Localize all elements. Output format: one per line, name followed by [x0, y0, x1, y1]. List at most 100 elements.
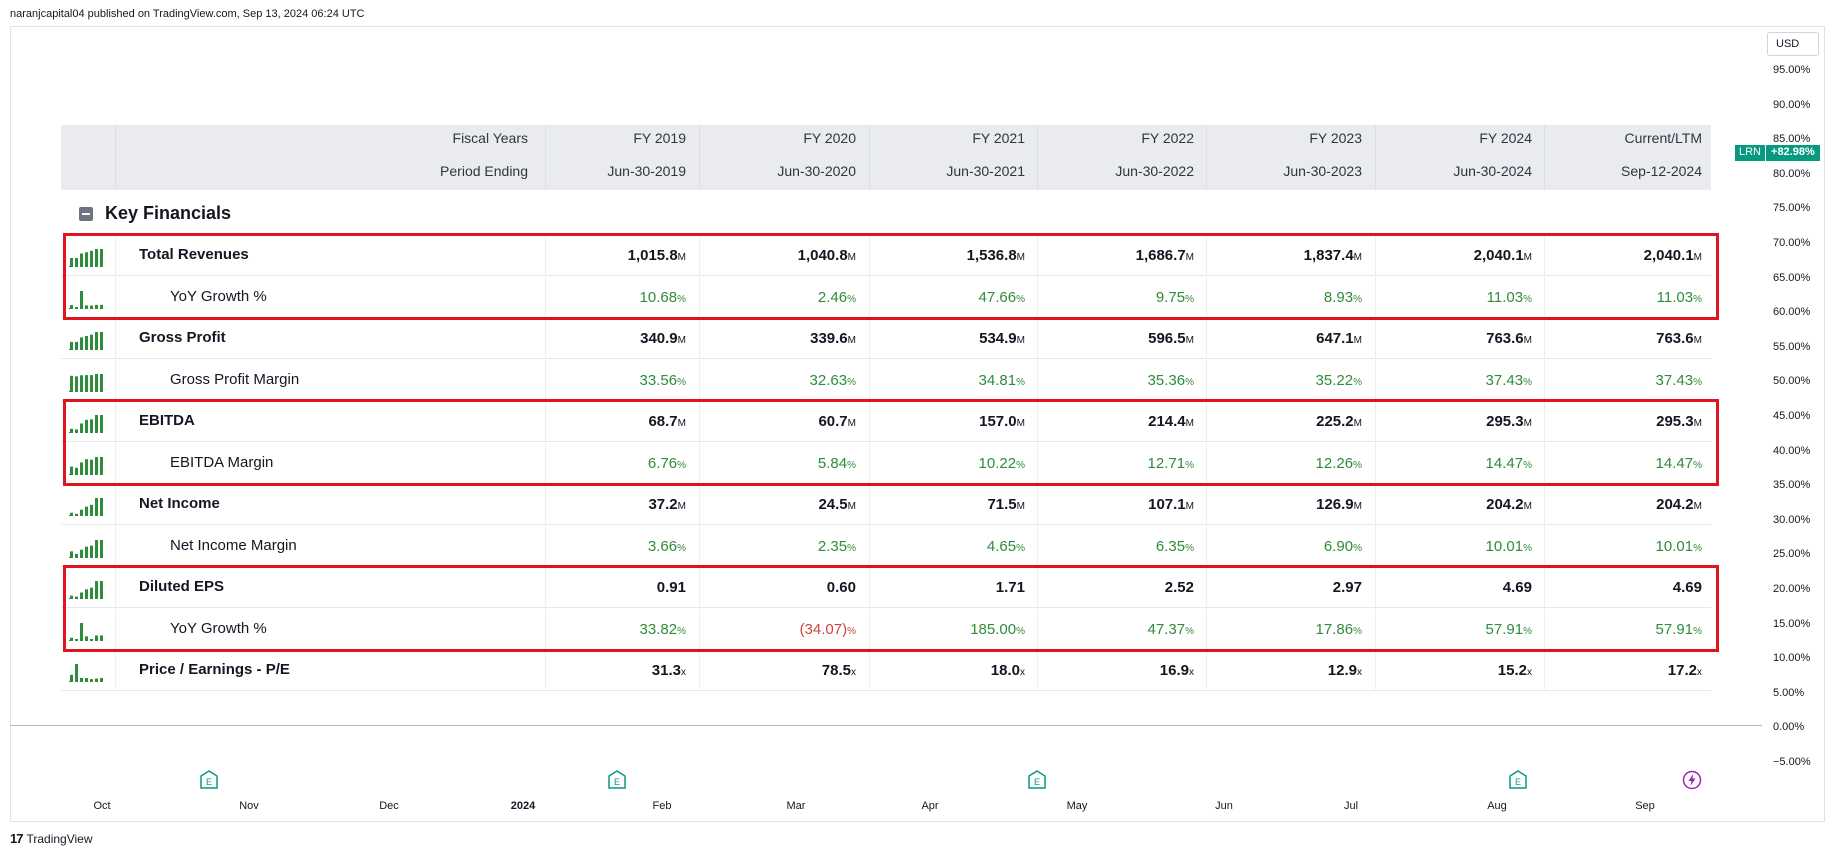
table-row[interactable]: EBITDA Margin 6.76% 5.84% 10.22% 12.71% 12.26…: [61, 442, 1711, 484]
table-row[interactable]: EBITDA 68.7M 60.7M 157.0M 214.4M 225.2M 295.3M…: [61, 401, 1711, 442]
cell-value: 78.5: [821, 662, 851, 679]
table-row[interactable]: Gross Profit 340.9M 339.6M 534.9M 596.5M 647.…: [61, 318, 1711, 359]
table-row[interactable]: Price / Earnings - P/E 31.3x 78.5x 18.0x 16.…: [61, 650, 1711, 691]
cell-unit: M: [1523, 335, 1532, 346]
cell-unit: %: [1353, 459, 1362, 471]
cell-value: 9.75: [1155, 288, 1186, 306]
column-divider: [1206, 650, 1207, 691]
column-divider: [545, 235, 546, 276]
sparkline-bar: [75, 467, 78, 475]
earnings-icon[interactable]: E: [1508, 770, 1528, 790]
column-divider: [545, 442, 546, 484]
earnings-icon[interactable]: E: [1027, 770, 1047, 790]
cell-unit: %: [1185, 542, 1194, 554]
time-axis-label: Aug: [1487, 800, 1507, 812]
earnings-icon[interactable]: E: [199, 770, 219, 790]
dividend-lightning-icon[interactable]: [1682, 770, 1702, 790]
sparkline-bar: [75, 306, 78, 309]
cell-value: 35.22: [1315, 371, 1354, 389]
table-cell: 157.0M: [875, 413, 1025, 430]
sparkline-icon[interactable]: [69, 372, 105, 392]
collapse-section-icon[interactable]: [79, 206, 93, 221]
tradingview-logo[interactable]: 17 TradingView: [10, 831, 93, 846]
column-divider: [1037, 276, 1038, 318]
table-row[interactable]: Total Revenues 1,015.8M 1,040.8M 1,536.8M 1,…: [61, 235, 1711, 276]
table-cell: 14.47%: [1552, 455, 1702, 472]
sparkline-bar: [70, 375, 73, 392]
column-divider: [1544, 125, 1545, 190]
cell-unit: %: [847, 625, 856, 637]
cell-value: 3.66: [647, 537, 678, 555]
cell-value: 534.9: [979, 330, 1017, 347]
cell-value: 71.5: [987, 496, 1017, 513]
sparkline-bar: [85, 419, 88, 433]
column-divider: [1375, 484, 1376, 525]
sparkline-icon[interactable]: [69, 662, 105, 682]
currency-selector[interactable]: USD: [1767, 32, 1819, 56]
table-cell: 9.75%: [1044, 289, 1194, 306]
sparkline-icon[interactable]: [69, 496, 105, 516]
table-row[interactable]: Gross Profit Margin 33.56% 32.63% 34.81% 35.…: [61, 359, 1711, 401]
cell-value: 1,015.8: [627, 247, 678, 264]
column-divider: [699, 650, 700, 691]
sparkline-icon[interactable]: [69, 289, 105, 309]
cell-value: 11.03: [1486, 288, 1524, 306]
sparkline-icon[interactable]: [69, 330, 105, 350]
sparkline-icon[interactable]: [69, 538, 105, 558]
table-row[interactable]: Net Income 37.2M 24.5M 71.5M 107.1M 126.9M 204…: [61, 484, 1711, 525]
cell-value: 37.43: [1485, 371, 1524, 389]
cell-unit: %: [677, 376, 686, 388]
table-cell: 24.5M: [706, 496, 856, 513]
sparkline-icon[interactable]: [69, 413, 105, 433]
cell-unit: %: [847, 376, 856, 388]
column-divider: [115, 235, 116, 276]
sparkline-icon[interactable]: [69, 455, 105, 475]
table-row[interactable]: Net Income Margin 3.66% 2.35% 4.65% 6.35% 6.9…: [61, 525, 1711, 567]
column-divider: [1544, 650, 1545, 691]
column-divider: [1206, 608, 1207, 650]
column-divider: [869, 442, 870, 484]
sparkline-bar: [85, 304, 88, 309]
table-row[interactable]: Diluted EPS 0.91 0.60 1.71 2.52 2.97 4.69 4.69: [61, 567, 1711, 608]
sparkline-bar: [80, 592, 83, 599]
sparkline-icon[interactable]: [69, 247, 105, 267]
cell-value: 57.91: [1655, 620, 1694, 638]
earnings-icon[interactable]: E: [607, 770, 627, 790]
sparkline-icon[interactable]: [69, 579, 105, 599]
column-divider: [1037, 608, 1038, 650]
sparkline-bar: [80, 622, 83, 641]
cell-unit: M: [1185, 252, 1194, 263]
column-divider: [115, 359, 116, 401]
column-divider: [1037, 650, 1038, 691]
sparkline-bar: [100, 539, 103, 558]
cell-unit: %: [847, 542, 856, 554]
table-cell: 12.9x: [1212, 662, 1362, 679]
column-divider: [699, 359, 700, 401]
column-divider: [1544, 608, 1545, 650]
section-title: Key Financials: [105, 203, 232, 223]
column-divider: [1375, 442, 1376, 484]
column-divider: [699, 318, 700, 359]
column-divider: [699, 608, 700, 650]
sparkline-bar: [95, 373, 98, 392]
sparkline-bar: [90, 587, 93, 599]
column-header-date: Jun-30-2024: [1453, 163, 1532, 179]
cell-value: 2.97: [1332, 579, 1362, 596]
cell-unit: x: [1697, 667, 1702, 678]
cell-value: 37.43: [1655, 371, 1694, 389]
table-cell: 1,536.8M: [875, 247, 1025, 264]
fiscal-years-label: Fiscal Years: [452, 130, 528, 146]
column-divider: [1206, 401, 1207, 442]
column-divider: [1375, 235, 1376, 276]
column-divider: [1544, 567, 1545, 608]
column-divider: [1544, 525, 1545, 567]
cell-value: 2.46: [817, 288, 848, 306]
cell-value: 60.7: [818, 413, 848, 430]
cell-value: 340.9: [640, 330, 678, 347]
cell-unit: M: [1353, 501, 1362, 512]
sparkline-icon[interactable]: [69, 621, 105, 641]
sparkline-bar: [90, 305, 93, 309]
sparkline-bar: [75, 596, 78, 599]
cell-value: 12.9: [1327, 662, 1357, 679]
column-divider: [1206, 276, 1207, 318]
